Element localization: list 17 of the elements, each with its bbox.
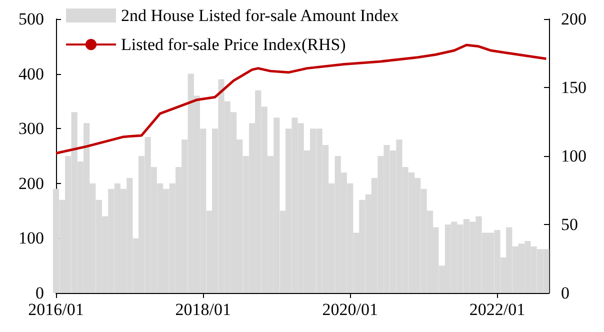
y-tick-label: 300 xyxy=(18,119,44,138)
y-tick-label: 400 xyxy=(18,64,44,84)
y2-tick-label: 150 xyxy=(561,78,586,97)
legend-label: Listed for-sale Price Index(RHS) xyxy=(121,35,346,54)
y-tick-label: 100 xyxy=(18,228,44,248)
y2-tick-label: 200 xyxy=(561,10,586,28)
y-tick-label: 0 xyxy=(36,284,44,302)
x-tick-label: 2022/01 xyxy=(469,300,526,319)
y-tick-label: 500 xyxy=(18,10,44,28)
x-tick-label: 2016/01 xyxy=(28,300,84,319)
y2-tick-label: 100 xyxy=(561,146,586,166)
legend-label: 2nd House Listed for-sale Amount Index xyxy=(121,6,400,25)
y2-tick-label: 0 xyxy=(561,284,570,302)
x-tick-label: 2018/01 xyxy=(175,300,232,319)
x-tick-label: 2020/01 xyxy=(322,300,378,319)
y-tick-label: 200 xyxy=(18,174,44,193)
y2-tick-label: 50 xyxy=(561,215,578,234)
